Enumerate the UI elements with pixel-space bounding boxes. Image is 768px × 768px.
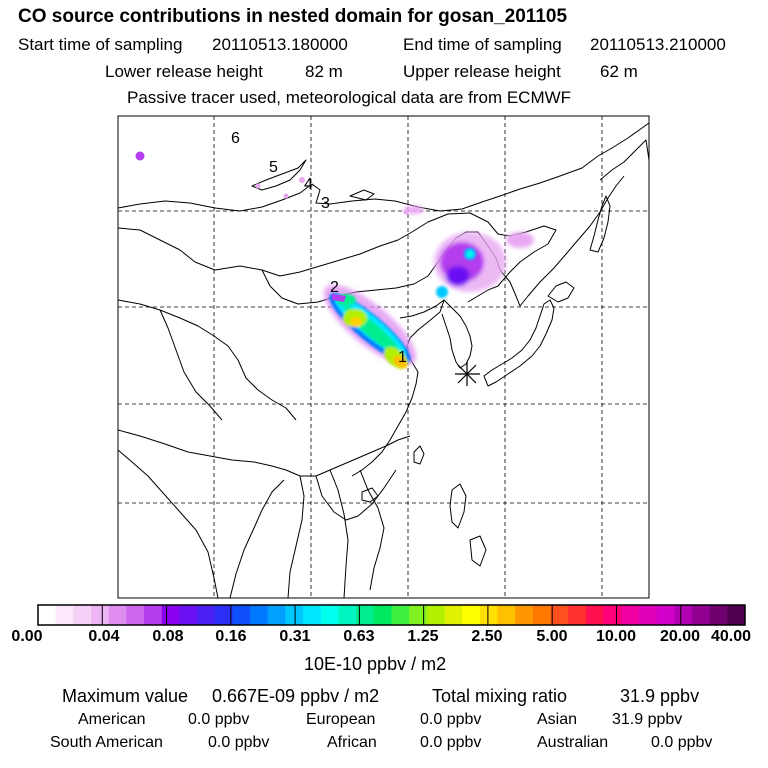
colorbar-tick-label: 0.63 (343, 628, 375, 645)
region-name: Asian (537, 711, 578, 728)
region-name: European (306, 711, 376, 728)
colorbar-swatch (585, 605, 604, 625)
colorbar-swatch (197, 605, 216, 625)
end-time-label: End time of sampling (403, 35, 562, 54)
colorbar-swatch (91, 605, 110, 625)
colorbar-swatch (603, 605, 622, 625)
colorbar-swatch (409, 605, 428, 625)
colorbar-tick-label: 0.08 (152, 628, 184, 645)
end-time-value: 20110513.210000 (590, 35, 726, 54)
colorbar-swatch (691, 605, 711, 625)
colorbar-tick-label: 0.16 (215, 628, 247, 645)
trajectory-label: 1 (398, 349, 407, 366)
colorbar-tick-label: 5.00 (536, 628, 568, 645)
region-value: 0.0 ppbv (208, 734, 270, 751)
region-value: 0.0 ppbv (188, 711, 250, 728)
colorbar-swatch (497, 605, 516, 625)
colorbar-swatch (338, 605, 357, 625)
coastlines-borders (118, 122, 649, 598)
region-name: African (327, 734, 377, 751)
colorbar-tick-label: 1.25 (407, 628, 439, 645)
colorbar-swatch (391, 605, 410, 625)
colorbar-swatch (638, 605, 658, 625)
colorbar-swatch (479, 605, 498, 625)
colorbar-swatch (214, 605, 233, 625)
colorbar-swatch (38, 605, 57, 625)
colorbar-swatch (532, 605, 551, 625)
colorbar-swatch (674, 605, 693, 625)
colorbar-swatch (303, 605, 322, 625)
max-value: 0.667E-09 ppbv / m2 (212, 686, 380, 706)
colorbar-swatch (621, 605, 640, 625)
region-name: South American (50, 734, 163, 751)
colorbar-swatch (126, 605, 145, 625)
colorbar-swatch (320, 605, 339, 625)
start-time-label: Start time of sampling (18, 35, 183, 54)
trajectory-label: 6 (231, 130, 240, 147)
colorbar-swatch (55, 605, 74, 625)
colorbar-tick-label: 20.00 (659, 628, 701, 645)
total-mixing-label: Total mixing ratio (432, 686, 568, 706)
colorbar-swatch (161, 605, 180, 625)
lower-height-value: 82 m (305, 62, 343, 81)
total-mixing-value: 31.9 ppbv (620, 686, 700, 706)
colorbar-tick-label: 0.04 (88, 628, 120, 645)
region-name: Australian (537, 734, 609, 751)
colorbar-tick-label: 10.00 (595, 628, 637, 645)
colorbar-tick-label: 0.00 (11, 628, 43, 645)
start-time-value: 20110513.180000 (212, 35, 348, 54)
concentration-plume (135, 151, 534, 369)
colorbar-swatch (656, 605, 675, 625)
colorbar-swatch (568, 605, 587, 625)
tracer-note: Passive tracer used, meteorological data… (127, 88, 572, 107)
colorbar-swatch (373, 605, 392, 625)
colorbar-swatch (179, 605, 198, 625)
region-name: American (78, 711, 146, 728)
lower-height-label: Lower release height (105, 62, 263, 81)
colorbar-swatch (73, 605, 92, 625)
colorbar-swatch (727, 605, 746, 625)
colorbar-tick-label: 40.00 (710, 628, 752, 645)
colorbar-swatch (426, 605, 445, 625)
max-value-label: Maximum value (62, 686, 189, 706)
trajectory-label: 2 (330, 279, 339, 296)
region-value: 0.0 ppbv (651, 734, 713, 751)
colorbar-unit: 10E-10 ppbv / m2 (304, 654, 447, 674)
colorbar-swatch (709, 605, 728, 625)
lat-lon-grid (118, 116, 649, 598)
colorbar-swatch (108, 605, 127, 625)
region-value: 0.0 ppbv (420, 711, 482, 728)
region-value: 31.9 ppbv (612, 711, 683, 728)
plot-title: CO source contributions in nested domain… (18, 6, 568, 27)
upper-height-value: 62 m (600, 62, 638, 81)
trajectory-label: 3 (321, 195, 330, 212)
map-frame (117, 115, 650, 599)
colorbar-swatch (356, 605, 375, 625)
colorbar-swatch (515, 605, 534, 625)
colorbar-tick-label: 0.31 (279, 628, 311, 645)
colorbar (37, 604, 746, 626)
colorbar-swatch (444, 605, 463, 625)
region-value: 0.0 ppbv (420, 734, 482, 751)
receptor-asterisk (455, 362, 480, 386)
colorbar-swatch (144, 605, 163, 625)
trajectory-label: 5 (269, 159, 278, 176)
colorbar-swatch (285, 605, 304, 625)
colorbar-swatch (232, 605, 251, 625)
colorbar-tick-label: 2.50 (471, 628, 503, 645)
colorbar-swatch (250, 605, 269, 625)
trajectory-label: 4 (304, 176, 313, 193)
colorbar-swatch (462, 605, 481, 625)
colorbar-swatch (550, 605, 569, 625)
colorbar-frame (37, 604, 746, 626)
colorbar-swatch (267, 605, 286, 625)
upper-height-label: Upper release height (403, 62, 561, 81)
